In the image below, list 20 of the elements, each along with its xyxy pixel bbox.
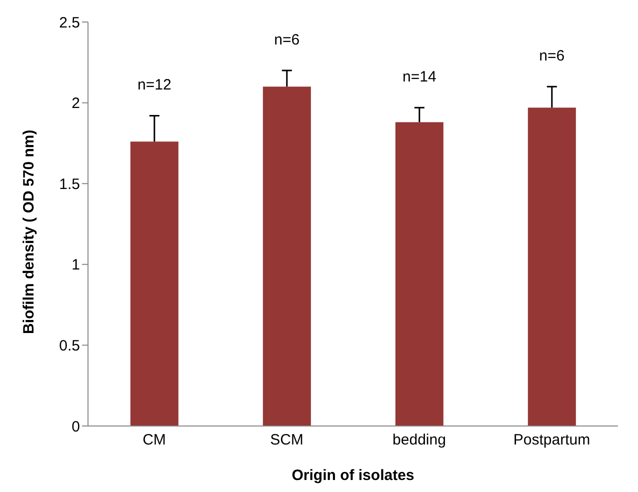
bar <box>262 86 311 426</box>
x-axis-title: Origin of isolates <box>292 467 414 484</box>
annotation: n=12 <box>138 76 172 94</box>
y-tick-label: 2.5 <box>59 14 80 32</box>
x-tick-label: CM <box>142 432 166 449</box>
y-tick-label: 2 <box>72 95 80 112</box>
y-axis-title: Biofilm density ( OD 570 nm) <box>20 130 38 334</box>
annotation: n=6 <box>274 31 300 48</box>
bar <box>130 142 178 426</box>
annotation: n=6 <box>539 48 565 65</box>
y-tick-label: 0.5 <box>59 338 80 355</box>
bar <box>528 108 576 426</box>
x-tick-label: Postpartum <box>513 432 590 449</box>
annotation: n=14 <box>402 68 436 86</box>
bar <box>395 122 444 426</box>
y-tick-label: 0 <box>72 418 80 436</box>
y-tick-label: 1.5 <box>59 176 80 193</box>
y-tick-label: 1 <box>72 256 80 274</box>
x-tick-label: bedding <box>392 432 446 449</box>
x-tick-label: SCM <box>270 432 304 449</box>
